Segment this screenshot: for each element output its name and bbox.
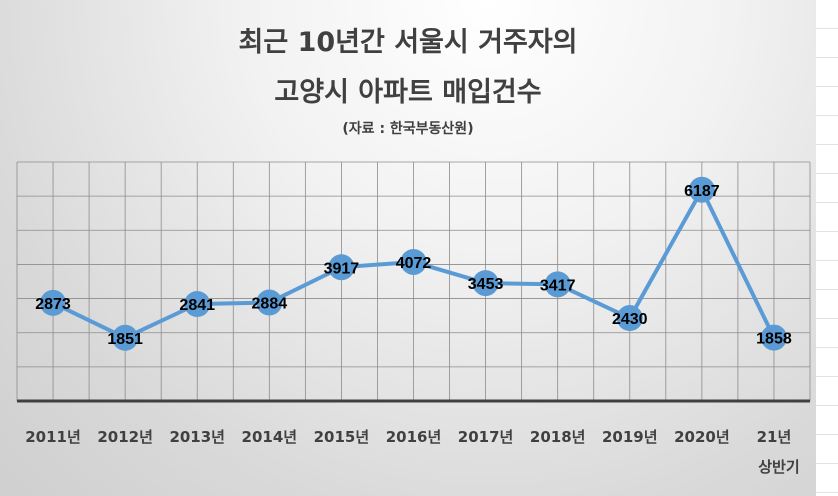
data-point-marker <box>616 305 643 332</box>
x-tick-label: 2014년 <box>242 428 298 446</box>
data-point-marker <box>40 289 67 316</box>
data-label: 2430 <box>612 311 648 328</box>
x-tick-label: 2012년 <box>97 428 153 446</box>
x-tick-label: 2016년 <box>386 428 442 446</box>
chart-area: 최근 10년간 서울시 거주자의 고양시 아파트 매입건수 (자료 : 한국부동… <box>0 0 816 496</box>
data-point-marker <box>400 248 427 275</box>
x-tick-label: 상반기 <box>758 458 799 476</box>
data-label: 2841 <box>179 297 215 314</box>
spreadsheet-background <box>816 0 838 496</box>
x-tick-label: 2020년 <box>674 428 730 446</box>
data-label: 3417 <box>540 277 576 294</box>
data-point-marker <box>112 324 139 351</box>
data-point-marker <box>472 270 499 297</box>
data-label: 4072 <box>396 255 432 272</box>
x-tick-label: 21년 <box>757 428 792 446</box>
x-tick-label: 2019년 <box>602 428 658 446</box>
x-tick-label: 2015년 <box>314 428 370 446</box>
x-tick-label: 2013년 <box>169 428 225 446</box>
data-point-marker <box>544 271 571 298</box>
line-chart: 2873 1851 2841 2884 3917 4072 3453 3417 2430 6187… <box>16 161 811 476</box>
x-tick-label: 2018년 <box>530 428 586 446</box>
data-label: 3917 <box>324 260 360 277</box>
chart-subtitle: (자료 : 한국부동산원) <box>342 121 474 137</box>
data-point-marker <box>328 254 355 281</box>
x-tick-label: 2017년 <box>458 428 514 446</box>
data-label: 1851 <box>107 331 143 348</box>
data-point-marker <box>688 176 715 203</box>
chart-title-line-1: 최근 10년간 서울시 거주자의 <box>238 27 578 58</box>
data-point-marker <box>256 289 283 316</box>
data-point-marker <box>760 324 787 351</box>
x-tick-label: 2011년 <box>25 428 81 446</box>
data-label: 1858 <box>756 331 792 348</box>
data-label: 2873 <box>35 296 71 313</box>
data-label: 6187 <box>684 183 720 200</box>
data-point-marker <box>184 291 211 318</box>
data-label: 2884 <box>252 296 288 313</box>
chart-title-line-2: 고양시 아파트 매입건수 <box>274 77 542 108</box>
data-label: 3453 <box>468 276 504 293</box>
